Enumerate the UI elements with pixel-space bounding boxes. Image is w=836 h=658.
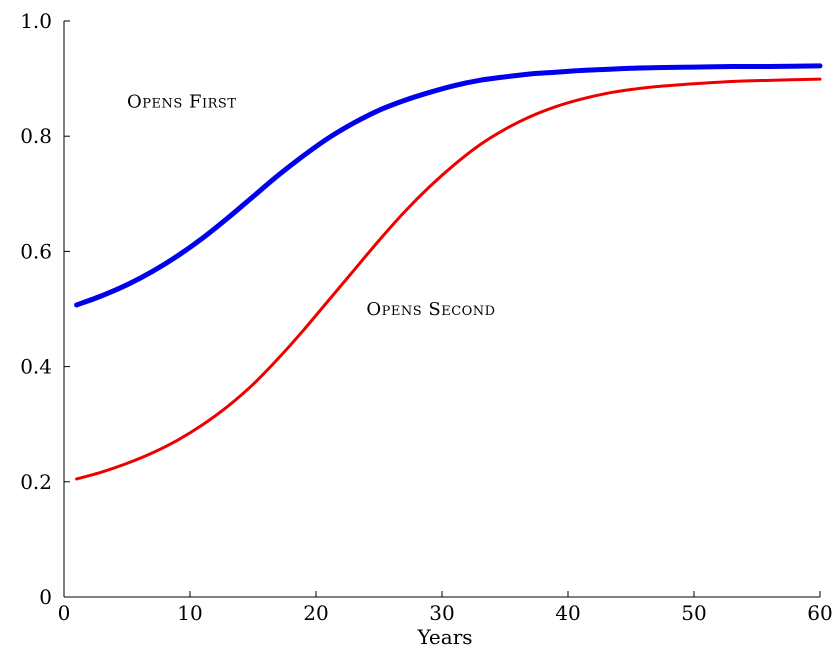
y-tick-label: 1.0 [20, 9, 52, 33]
x-tick-label: 0 [58, 601, 71, 625]
series-lines [74, 63, 823, 481]
x-axis-title: Years [416, 625, 472, 649]
x-tick-label: 30 [429, 601, 454, 625]
y-tick-label: 0.8 [20, 124, 52, 148]
x-tick-label: 60 [807, 601, 832, 625]
x-tick-label: 10 [177, 601, 202, 625]
series-label-opens-first: Opens First [127, 91, 237, 112]
axes: 0 10 20 30 40 50 60 0 0.2 0.4 0.6 0.8 1.0 [20, 9, 833, 625]
x-tick-label: 50 [681, 601, 706, 625]
series-line-opens-first [74, 63, 823, 308]
x-tick-label: 20 [303, 601, 328, 625]
series-labels: Opens First Opens Second [127, 91, 495, 320]
y-tick-label: 0.2 [20, 470, 52, 494]
series-line-opens-second [75, 77, 822, 481]
series-label-opens-second: Opens Second [366, 299, 495, 320]
y-tick-label: 0 [39, 585, 52, 609]
y-tick-label: 0.6 [20, 239, 52, 263]
y-tick-label: 0.4 [20, 355, 52, 379]
x-tick-label: 40 [555, 601, 580, 625]
